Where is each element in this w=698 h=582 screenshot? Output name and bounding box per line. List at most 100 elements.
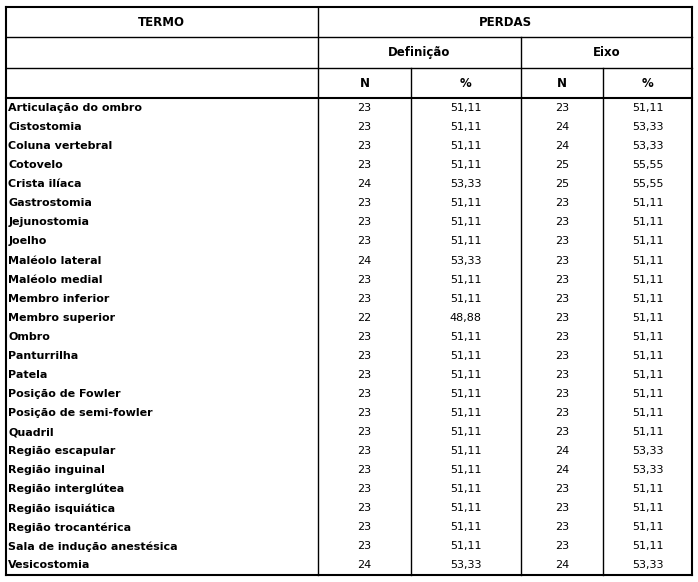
Text: 51,11: 51,11 [450, 503, 482, 513]
Text: 51,11: 51,11 [450, 218, 482, 228]
Text: 51,11: 51,11 [632, 370, 664, 380]
Text: 53,33: 53,33 [450, 255, 482, 265]
Text: 48,88: 48,88 [450, 313, 482, 322]
Text: 51,11: 51,11 [450, 446, 482, 456]
Text: 23: 23 [357, 389, 371, 399]
Text: 53,33: 53,33 [450, 560, 482, 570]
Text: 51,11: 51,11 [450, 351, 482, 361]
Text: 51,11: 51,11 [632, 255, 664, 265]
Text: 23: 23 [357, 465, 371, 475]
Text: PERDAS: PERDAS [479, 16, 532, 29]
Text: 53,33: 53,33 [632, 560, 664, 570]
Text: 51,11: 51,11 [632, 427, 664, 437]
Text: 51,11: 51,11 [450, 465, 482, 475]
Text: 22: 22 [357, 313, 371, 322]
Text: 51,11: 51,11 [450, 160, 482, 170]
Text: 23: 23 [357, 294, 371, 304]
Text: Membro inferior: Membro inferior [8, 294, 110, 304]
Text: Patela: Patela [8, 370, 47, 380]
Text: 53,33: 53,33 [632, 465, 664, 475]
Text: 51,11: 51,11 [632, 218, 664, 228]
Text: 51,11: 51,11 [450, 236, 482, 246]
Text: 24: 24 [357, 179, 371, 189]
Text: 23: 23 [357, 160, 371, 170]
Text: 23: 23 [357, 122, 371, 132]
Text: Coluna vertebral: Coluna vertebral [8, 141, 112, 151]
Text: Região interglútea: Região interglútea [8, 484, 125, 495]
Text: 23: 23 [357, 484, 371, 494]
Text: 51,11: 51,11 [450, 332, 482, 342]
Text: 51,11: 51,11 [632, 275, 664, 285]
Text: 51,11: 51,11 [632, 351, 664, 361]
Text: 23: 23 [555, 255, 569, 265]
Text: 55,55: 55,55 [632, 179, 664, 189]
Text: 51,11: 51,11 [632, 503, 664, 513]
Text: 23: 23 [555, 275, 569, 285]
Text: 51,11: 51,11 [450, 427, 482, 437]
Text: 51,11: 51,11 [450, 122, 482, 132]
Text: 23: 23 [555, 313, 569, 322]
Text: 51,11: 51,11 [450, 389, 482, 399]
Text: %: % [460, 77, 472, 90]
Text: 23: 23 [357, 351, 371, 361]
Text: Definição: Definição [388, 46, 451, 59]
Text: 23: 23 [357, 408, 371, 418]
Text: 23: 23 [555, 541, 569, 551]
Text: 24: 24 [357, 560, 371, 570]
Text: Região isquiática: Região isquiática [8, 503, 115, 513]
Text: Jejunostomia: Jejunostomia [8, 218, 89, 228]
Text: 23: 23 [357, 103, 371, 113]
Text: 25: 25 [555, 179, 569, 189]
Text: Quadril: Quadril [8, 427, 54, 437]
Text: 51,11: 51,11 [632, 103, 664, 113]
Text: 23: 23 [357, 236, 371, 246]
Text: 23: 23 [555, 103, 569, 113]
Text: Ombro: Ombro [8, 332, 50, 342]
Text: Articulação do ombro: Articulação do ombro [8, 103, 142, 113]
Text: N: N [557, 77, 567, 90]
Text: 23: 23 [555, 389, 569, 399]
Text: Gastrostomia: Gastrostomia [8, 198, 92, 208]
Text: 51,11: 51,11 [450, 484, 482, 494]
Text: Membro superior: Membro superior [8, 313, 115, 322]
Text: Maléolo medial: Maléolo medial [8, 275, 103, 285]
Text: 55,55: 55,55 [632, 160, 664, 170]
Text: 23: 23 [555, 236, 569, 246]
Text: 23: 23 [357, 446, 371, 456]
Text: 51,11: 51,11 [450, 541, 482, 551]
Text: 51,11: 51,11 [450, 141, 482, 151]
Text: 51,11: 51,11 [632, 236, 664, 246]
Text: 51,11: 51,11 [450, 408, 482, 418]
Text: Cotovelo: Cotovelo [8, 160, 63, 170]
Text: 23: 23 [357, 218, 371, 228]
Text: 23: 23 [357, 198, 371, 208]
Text: 24: 24 [555, 560, 569, 570]
Text: 53,33: 53,33 [632, 122, 664, 132]
Text: 23: 23 [555, 370, 569, 380]
Text: 23: 23 [555, 408, 569, 418]
Text: 51,11: 51,11 [632, 198, 664, 208]
Text: Sala de indução anestésica: Sala de indução anestésica [8, 541, 178, 552]
Text: Vesicostomia: Vesicostomia [8, 560, 91, 570]
Text: Joelho: Joelho [8, 236, 47, 246]
Text: Panturrilha: Panturrilha [8, 351, 79, 361]
Text: 23: 23 [555, 198, 569, 208]
Text: 23: 23 [357, 523, 371, 533]
Text: 25: 25 [555, 160, 569, 170]
Text: 53,33: 53,33 [632, 141, 664, 151]
Text: 23: 23 [555, 427, 569, 437]
Text: 51,11: 51,11 [632, 408, 664, 418]
Text: 51,11: 51,11 [632, 541, 664, 551]
Text: Região escapular: Região escapular [8, 446, 116, 456]
Text: TERMO: TERMO [138, 16, 186, 29]
Text: 23: 23 [357, 541, 371, 551]
Text: 23: 23 [357, 332, 371, 342]
Text: %: % [642, 77, 653, 90]
Text: 51,11: 51,11 [450, 523, 482, 533]
Text: 51,11: 51,11 [632, 332, 664, 342]
Text: 51,11: 51,11 [450, 103, 482, 113]
Text: 51,11: 51,11 [632, 389, 664, 399]
Text: 23: 23 [555, 351, 569, 361]
Text: Posição de Fowler: Posição de Fowler [8, 389, 121, 399]
Text: 53,33: 53,33 [632, 446, 664, 456]
